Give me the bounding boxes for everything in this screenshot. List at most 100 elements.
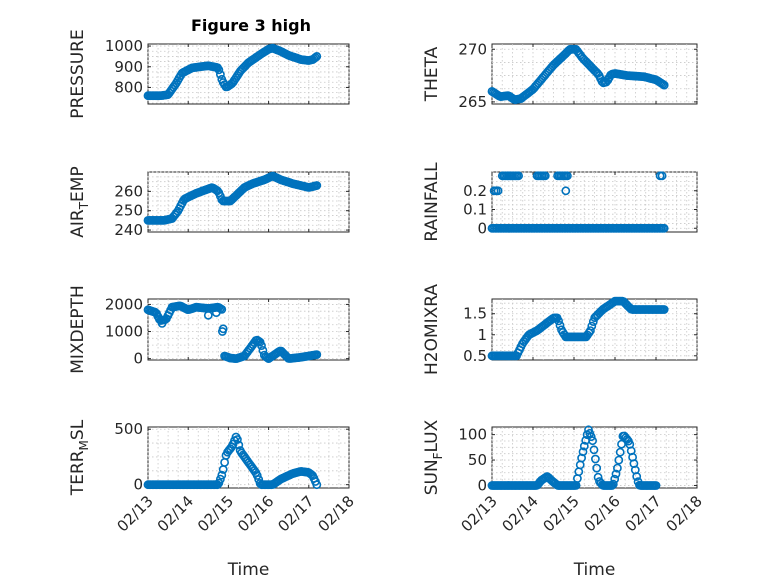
- data-point: [257, 341, 266, 350]
- axes-pressure: 800 900 1000 PRESSURE: [68, 29, 350, 119]
- series-markers: [487, 296, 669, 361]
- data-point: [659, 305, 669, 314]
- series-markers: [143, 171, 322, 225]
- data-point: [232, 435, 242, 444]
- x-axis-label: Time: [227, 560, 270, 580]
- y-tick-label: 0.5: [463, 347, 487, 365]
- y-axis-label: H2OMIXRA: [422, 284, 442, 375]
- data-point: [310, 53, 320, 62]
- y-tick-label: 2000: [105, 295, 143, 313]
- data-point: [588, 436, 597, 446]
- data-point: [591, 454, 600, 464]
- axes-h2omixra: 0.5 1 1.5 H2OMIXRA: [422, 284, 698, 375]
- data-point: [312, 350, 322, 359]
- y-tick-label: 50: [468, 451, 487, 469]
- x-tick-label: 02/15: [194, 492, 237, 535]
- data-point: [608, 479, 618, 489]
- y-tick-label: 1: [477, 326, 487, 344]
- data-point: [586, 326, 595, 335]
- y-axis-label: RAINFALL: [422, 162, 442, 242]
- data-point: [611, 469, 621, 479]
- x-tick-label: 02/17: [622, 492, 665, 535]
- y-tick-label: 270: [458, 40, 487, 58]
- axes-theta: 265 270 THETA: [422, 40, 698, 111]
- data-point: [617, 439, 626, 449]
- y-tick-label: 900: [114, 58, 143, 76]
- series-markers: [143, 43, 322, 101]
- data-point: [203, 310, 213, 320]
- y-tick-label: 1000: [105, 323, 143, 341]
- x-tick-label: 02/18: [663, 492, 706, 535]
- data-point: [587, 321, 597, 331]
- data-point: [234, 440, 244, 450]
- x-tick-label: 02/13: [458, 492, 501, 535]
- figure-title: Figure 3 high: [191, 16, 311, 35]
- series-markers: [143, 432, 322, 490]
- x-tick-label: 02/16: [234, 492, 277, 535]
- y-axis-label: THETA: [422, 46, 442, 102]
- y-tick-label: 1.5: [463, 305, 487, 323]
- data-point: [312, 480, 322, 490]
- y-tick-label: 0.1: [463, 201, 487, 219]
- data-point: [657, 171, 667, 181]
- x-tick-label: 02/17: [274, 492, 317, 535]
- series-markers: [143, 301, 322, 363]
- data-point: [312, 52, 322, 61]
- y-tick-label: 0.2: [463, 182, 487, 200]
- x-tick-label: 02/16: [581, 492, 624, 535]
- y-tick-label: 0: [477, 219, 487, 237]
- y-tick-label: 0: [133, 476, 143, 494]
- data-point: [659, 80, 669, 90]
- data-point: [579, 441, 589, 451]
- series-markers: [487, 425, 661, 490]
- data-point: [578, 447, 588, 457]
- data-point: [540, 171, 550, 181]
- y-axis-label: SUNFLUX: [422, 419, 445, 495]
- x-axis-label: Time: [573, 560, 616, 580]
- data-point: [493, 186, 503, 196]
- data-point: [312, 181, 322, 190]
- y-tick-label: 0: [477, 476, 487, 494]
- data-point: [563, 171, 572, 181]
- data-point: [157, 318, 167, 328]
- y-axis-label: PRESSURE: [68, 29, 88, 118]
- y-tick-label: 0: [133, 350, 143, 368]
- data-point: [561, 186, 571, 196]
- data-point: [586, 432, 596, 442]
- data-point: [589, 445, 599, 455]
- data-point: [651, 481, 661, 490]
- data-point: [211, 308, 221, 317]
- data-point: [632, 472, 642, 481]
- x-tick-label: 02/13: [114, 492, 157, 535]
- data-point: [514, 171, 523, 181]
- axes-rainfall: 00.10.2 RAINFALL: [422, 162, 698, 242]
- y-tick-label: 100: [458, 426, 487, 444]
- y-tick-label: 265: [458, 93, 487, 111]
- y-tick-label: 240: [114, 221, 143, 239]
- data-point: [615, 447, 625, 457]
- y-axis-label: MIXDEPTH: [68, 285, 88, 374]
- x-tick-label: 02/14: [499, 492, 542, 535]
- data-point: [659, 223, 669, 233]
- data-point: [252, 471, 262, 480]
- series-markers: [487, 171, 669, 233]
- y-tick-label: 800: [114, 78, 143, 96]
- x-tick-label: 02/14: [154, 492, 197, 535]
- data-point: [217, 327, 227, 336]
- y-tick-label: 250: [114, 202, 143, 220]
- data-point: [614, 455, 624, 465]
- data-point: [610, 474, 620, 484]
- y-tick-label: 500: [114, 420, 143, 438]
- y-axis-label: AIRTEMP: [68, 166, 91, 237]
- data-point: [215, 474, 225, 484]
- x-tick-label: 02/18: [315, 492, 358, 535]
- data-point: [214, 478, 224, 488]
- axes-mixdepth: 0 1000 2000 MIXDEPTH: [68, 285, 350, 374]
- data-point: [554, 316, 563, 326]
- y-tick-label: 260: [114, 182, 143, 200]
- data-point: [217, 470, 227, 480]
- data-point: [592, 463, 602, 473]
